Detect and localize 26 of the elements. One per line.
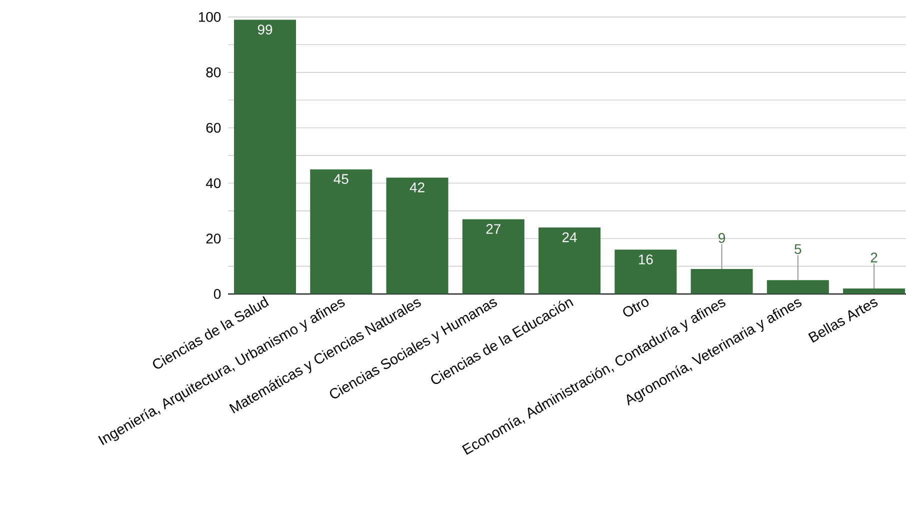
- data-label: 16: [638, 254, 653, 264]
- data-label: 42: [410, 182, 424, 192]
- y-tick-label: 0: [214, 289, 221, 299]
- data-label: 5: [794, 244, 802, 254]
- x-tick-label: Bellas Artes: [808, 299, 878, 343]
- y-tick-label: 60: [206, 122, 221, 133]
- bar: [310, 169, 372, 294]
- bar: [386, 178, 448, 294]
- x-tick-label: Otro: [623, 299, 649, 317]
- bar: [766, 280, 829, 294]
- data-label: 24: [562, 232, 577, 242]
- bar: [690, 269, 753, 294]
- bar: [462, 219, 524, 294]
- data-label: 9: [718, 233, 725, 243]
- data-label: 45: [334, 174, 348, 184]
- y-tick-label: 80: [206, 67, 221, 78]
- data-label: 27: [486, 224, 500, 234]
- bar: [614, 250, 677, 294]
- bar: [843, 288, 906, 294]
- bar: [234, 20, 296, 294]
- y-tick-label: 100: [198, 12, 221, 22]
- bar: [538, 228, 601, 294]
- y-tick-label: 20: [206, 234, 221, 244]
- data-label: 2: [870, 252, 878, 262]
- y-tick-label: 40: [206, 178, 221, 188]
- data-label: 99: [258, 24, 272, 34]
